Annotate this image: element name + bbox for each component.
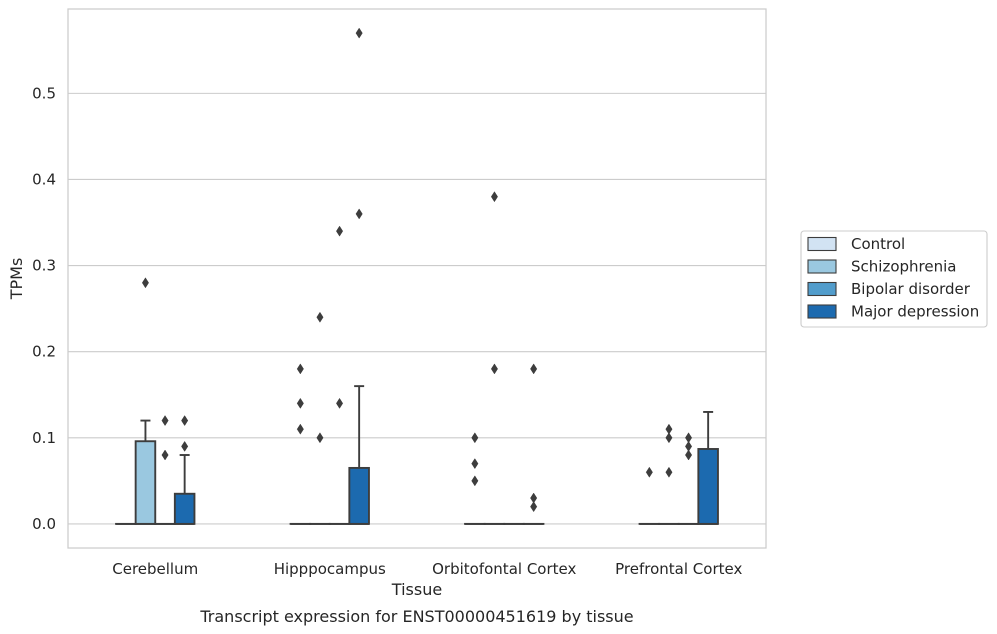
- outlier-point: [665, 466, 673, 478]
- chart-caption: Transcript expression for ENST0000045161…: [199, 607, 633, 626]
- x-tick-label: Orbitofontal Cortex: [432, 560, 576, 578]
- box-2-3: [522, 363, 545, 525]
- y-tick-label: 0.0: [32, 515, 56, 533]
- outlier-point: [530, 363, 538, 375]
- legend-swatch: [807, 304, 837, 319]
- outlier-point: [336, 397, 344, 409]
- y-tick-label: 0.1: [32, 429, 56, 447]
- outlier-point: [355, 27, 363, 39]
- grid-lines: [68, 92, 766, 525]
- box-layer: [115, 27, 719, 525]
- box-rect: [348, 466, 370, 525]
- outlier-point: [645, 466, 653, 478]
- legend-swatch: [807, 281, 837, 297]
- box-2-0: [464, 432, 486, 525]
- outlier-point: [355, 208, 363, 220]
- outlier-point: [181, 440, 189, 452]
- y-tick-label: 0.3: [32, 257, 56, 275]
- legend-label: Bipolar disorder: [851, 280, 971, 298]
- legend-label: Schizophrenia: [851, 258, 956, 276]
- box-1-1: [309, 311, 331, 525]
- box-1-2: [328, 225, 351, 525]
- x-tick-label: Hipppocampus: [274, 560, 386, 578]
- legend: Control Schizophrenia Bipolar disorder Majo…: [800, 230, 988, 328]
- legend-swatch: [807, 236, 837, 252]
- y-axis-label: TPMs: [7, 258, 26, 301]
- box-3-0: [638, 466, 661, 525]
- legend-frame: [800, 230, 988, 328]
- outlier-point: [685, 449, 693, 461]
- outlier-point: [161, 449, 169, 461]
- outlier-point: [490, 363, 498, 375]
- outlier-point: [296, 397, 304, 409]
- plot-frame: [67, 8, 767, 549]
- y-tick-label: 0.5: [32, 84, 56, 102]
- outlier-point: [685, 440, 693, 452]
- box-rect: [173, 492, 196, 525]
- legend-label: Control: [851, 235, 905, 253]
- box-rect: [697, 448, 719, 525]
- outlier-point: [665, 423, 673, 435]
- outlier-point: [685, 432, 693, 444]
- outlier-point: [530, 492, 538, 504]
- box-3-2: [677, 432, 700, 525]
- x-tick-label: Cerebellum: [112, 560, 198, 578]
- outlier-point: [490, 191, 498, 203]
- outlier-point: [471, 432, 479, 444]
- outlier-point: [471, 458, 479, 470]
- outlier-point: [530, 501, 538, 513]
- outlier-point: [161, 415, 169, 427]
- legend-label: Major depression: [851, 303, 979, 321]
- box-rect: [134, 440, 157, 525]
- legend-swatch: [807, 259, 837, 274]
- x-tick-label: Prefrontal Cortex: [615, 560, 742, 578]
- box-1-3: [348, 27, 370, 525]
- x-axis-ticks: Cerebellum Hipppocampus Orbitofontal Corte…: [112, 560, 742, 578]
- outlier-point: [141, 277, 149, 289]
- box-0-3: [173, 415, 196, 525]
- box-3-3: [697, 411, 719, 525]
- outlier-point: [665, 432, 673, 444]
- box-2-1: [483, 191, 506, 525]
- outlier-point: [296, 363, 304, 375]
- outlier-point: [316, 311, 324, 323]
- outlier-point: [471, 475, 479, 487]
- y-axis-ticks: 0.0 0.1 0.2 0.3 0.4 0.5: [32, 84, 56, 533]
- box-1-0: [289, 363, 312, 525]
- outlier-point: [316, 432, 324, 444]
- outlier-point: [336, 225, 344, 237]
- box-0-1: [134, 277, 157, 525]
- outlier-point: [296, 423, 304, 435]
- box-0-2: [154, 415, 176, 525]
- y-tick-label: 0.4: [32, 170, 56, 188]
- box-3-1: [658, 423, 680, 525]
- y-tick-label: 0.2: [32, 343, 56, 361]
- x-axis-label: Tissue: [391, 580, 442, 599]
- outlier-point: [181, 415, 189, 427]
